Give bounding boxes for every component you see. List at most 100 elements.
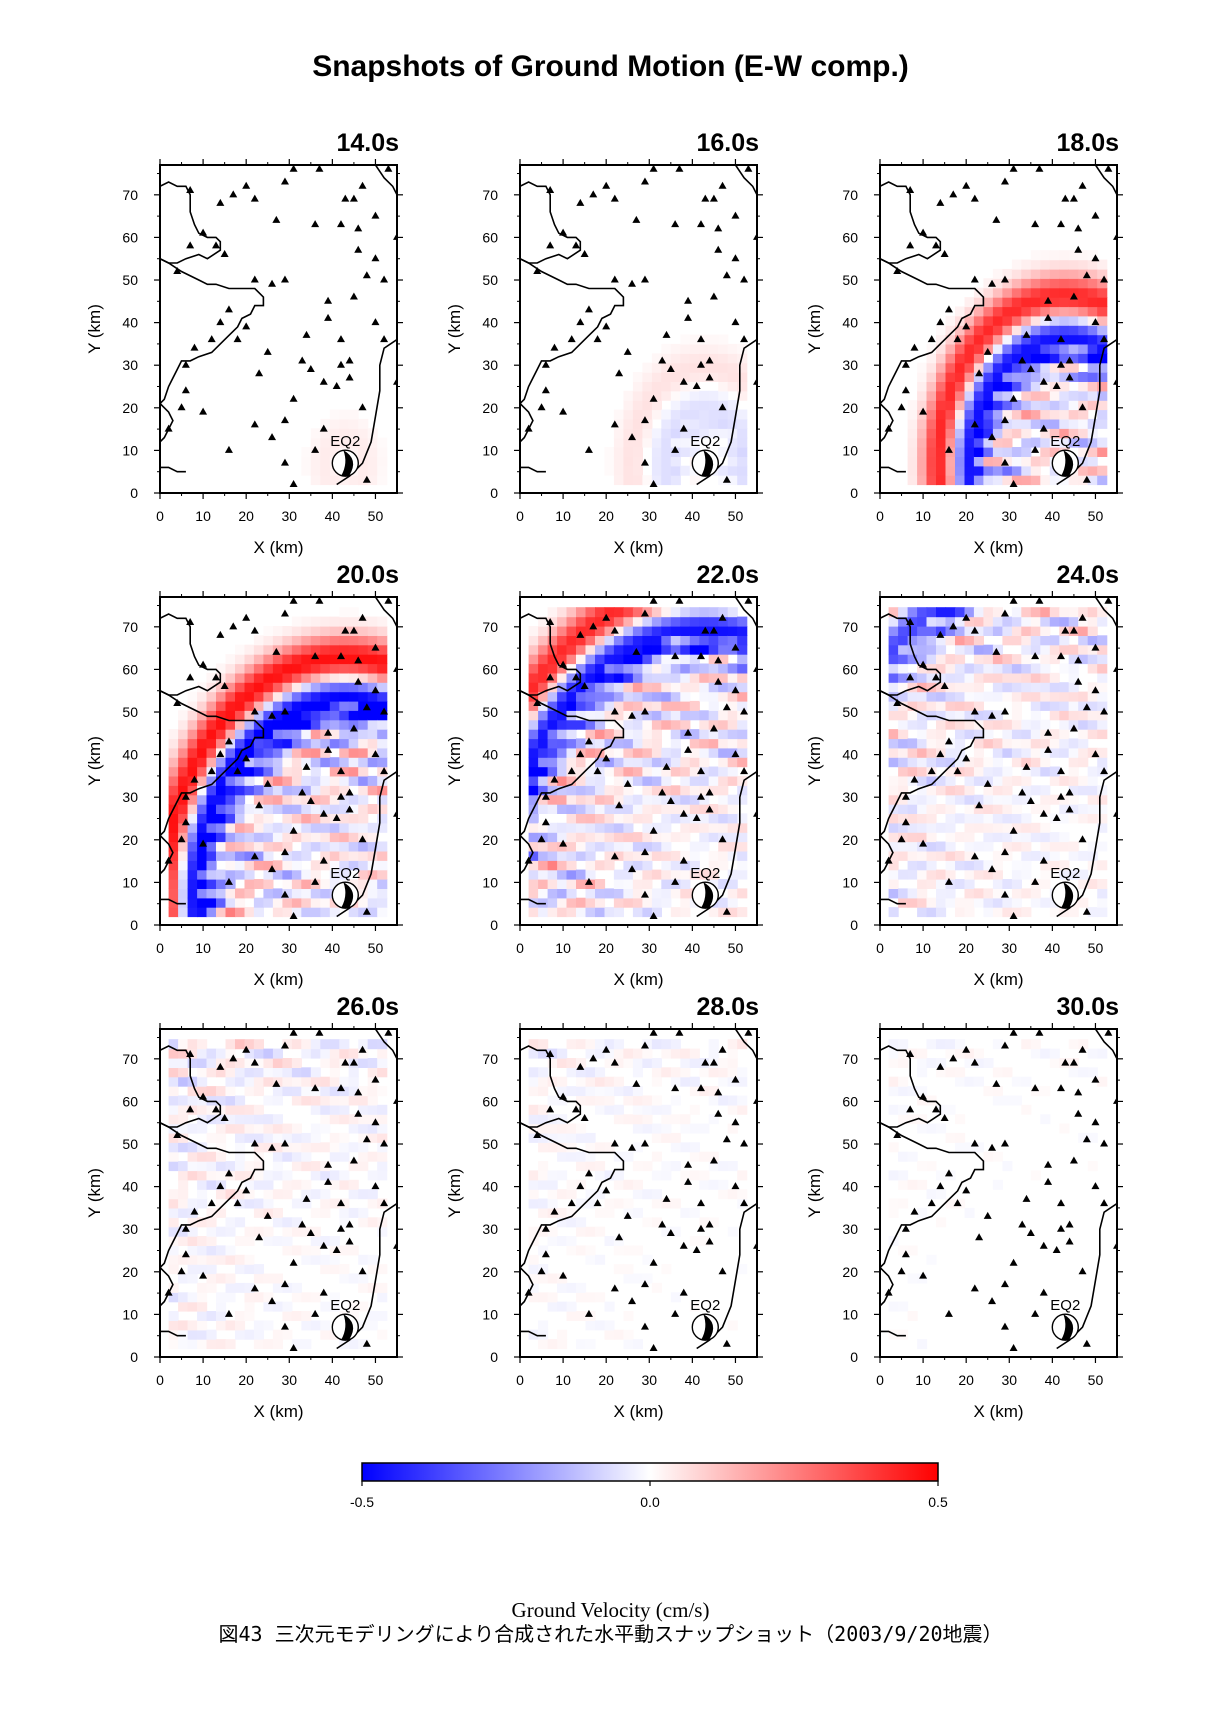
x-tick-label: 0 bbox=[156, 508, 164, 524]
heatmap-cell bbox=[566, 879, 577, 889]
heatmap-cell bbox=[992, 428, 1003, 439]
station-marker bbox=[970, 1284, 979, 1292]
heatmap-cell bbox=[225, 729, 236, 740]
heatmap-cell bbox=[272, 1161, 283, 1172]
heatmap-cell bbox=[197, 860, 208, 871]
heatmap-cell bbox=[310, 860, 321, 871]
heatmap-cell bbox=[253, 1179, 264, 1190]
heatmap-cell bbox=[973, 1076, 984, 1087]
heatmap-cell bbox=[557, 738, 568, 749]
heatmap-cell bbox=[1097, 888, 1108, 899]
heatmap-cell bbox=[168, 1282, 179, 1293]
heatmap-cell bbox=[661, 691, 672, 702]
heatmap-cell bbox=[216, 888, 227, 899]
heatmap-cell bbox=[1087, 879, 1098, 889]
heatmap-cell bbox=[1068, 785, 1079, 796]
heatmap-cell bbox=[983, 738, 994, 749]
heatmap-cell bbox=[898, 626, 909, 636]
heatmap-cell bbox=[528, 1273, 539, 1284]
heatmap-cell bbox=[917, 766, 928, 777]
stations bbox=[164, 1029, 397, 1351]
heatmap-cell bbox=[320, 428, 331, 439]
heatmap-cell bbox=[1002, 447, 1013, 457]
heatmap-cell bbox=[329, 1086, 340, 1097]
heatmap-cell bbox=[680, 343, 691, 354]
heatmap-cell bbox=[926, 672, 937, 683]
heatmap-cell bbox=[168, 729, 179, 740]
station-marker bbox=[319, 856, 328, 864]
station-marker bbox=[229, 1054, 238, 1062]
heatmap-cell bbox=[936, 1067, 947, 1078]
heatmap-cell bbox=[718, 362, 729, 373]
heatmap-cell bbox=[225, 1076, 236, 1087]
heatmap-cell bbox=[263, 691, 274, 702]
heatmap-cell bbox=[973, 869, 984, 880]
heatmap-cell bbox=[367, 1217, 378, 1228]
station-marker bbox=[524, 424, 533, 432]
heatmap-cell bbox=[642, 607, 653, 618]
heatmap-cell bbox=[632, 1114, 643, 1125]
heatmap-cell bbox=[595, 626, 606, 636]
heatmap-cell bbox=[651, 1039, 662, 1050]
heatmap-cell bbox=[727, 1067, 738, 1078]
heatmap-cell bbox=[216, 897, 227, 908]
heatmap-cell bbox=[1040, 635, 1051, 646]
heatmap-cell bbox=[538, 1067, 549, 1078]
heatmap-cell bbox=[680, 832, 691, 843]
heatmap-cell bbox=[339, 1245, 350, 1256]
heatmap-cell bbox=[907, 437, 918, 448]
heatmap-cell bbox=[1011, 325, 1022, 336]
station-marker bbox=[696, 767, 705, 775]
station-marker bbox=[684, 1160, 693, 1168]
heatmap-cell bbox=[206, 1236, 217, 1246]
heatmap-cell bbox=[964, 691, 975, 702]
heatmap-cell bbox=[888, 654, 899, 665]
station-marker bbox=[897, 835, 906, 843]
heatmap-cell bbox=[358, 794, 369, 805]
heatmap-cell bbox=[1021, 757, 1032, 768]
heatmap-cell bbox=[358, 475, 369, 486]
heatmap-cell bbox=[263, 804, 274, 814]
heatmap-cell bbox=[926, 729, 937, 740]
station-marker bbox=[1031, 652, 1040, 660]
heatmap-cell bbox=[1002, 268, 1013, 279]
station-marker bbox=[919, 1271, 928, 1279]
station-marker bbox=[1044, 728, 1053, 736]
panel-frame bbox=[879, 164, 1118, 494]
y-axis-label: Y (km) bbox=[805, 304, 824, 354]
heatmap-cell bbox=[727, 663, 738, 674]
station-marker bbox=[250, 420, 259, 428]
heatmap-cell bbox=[576, 635, 587, 646]
heatmap-cell bbox=[547, 794, 558, 805]
heatmap-cell bbox=[708, 785, 719, 796]
heatmap-cell bbox=[727, 381, 738, 392]
heatmap-cell bbox=[651, 372, 662, 382]
heatmap-cell bbox=[1021, 729, 1032, 740]
heatmap-cell bbox=[339, 607, 350, 618]
heatmap-cell bbox=[907, 1179, 918, 1190]
heatmap-cell bbox=[1002, 813, 1013, 824]
heatmap-cell bbox=[1040, 381, 1051, 392]
heatmap-cell bbox=[358, 1282, 369, 1293]
station-marker bbox=[371, 1075, 380, 1083]
heatmap-cell bbox=[917, 775, 928, 786]
heatmap-cell bbox=[917, 390, 928, 401]
heatmap-cell bbox=[216, 1245, 227, 1256]
heatmap-cell bbox=[282, 1132, 293, 1143]
heatmap-cell bbox=[528, 757, 539, 768]
heatmap-cell bbox=[197, 897, 208, 908]
heatmap-cell bbox=[936, 400, 947, 411]
heatmap-cell bbox=[168, 907, 179, 918]
heatmap-cell bbox=[1059, 287, 1070, 298]
station-marker bbox=[953, 767, 962, 775]
heatmap-cell bbox=[538, 1339, 549, 1350]
heatmap-cells bbox=[907, 250, 1108, 486]
station-marker bbox=[181, 818, 190, 826]
heatmap-cell bbox=[898, 607, 909, 618]
heatmap-cell bbox=[291, 766, 302, 777]
heatmap-cell bbox=[1068, 813, 1079, 824]
heatmap-cell bbox=[680, 719, 691, 730]
heatmap-cell bbox=[888, 616, 899, 627]
heatmap-cell bbox=[1078, 775, 1089, 786]
